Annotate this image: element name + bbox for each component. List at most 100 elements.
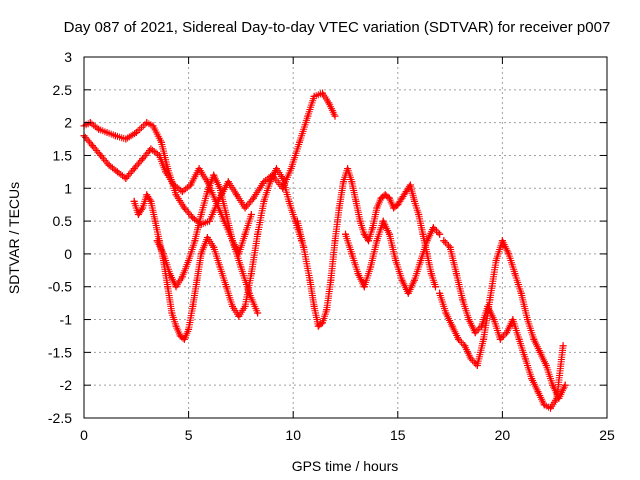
data-point [147, 197, 155, 205]
data-point [511, 270, 519, 278]
data-point [285, 197, 293, 205]
data-point [143, 191, 151, 199]
data-point [323, 306, 331, 314]
data-point [229, 302, 237, 310]
data-point [436, 289, 444, 297]
data-point [143, 119, 151, 127]
data-point [354, 270, 362, 278]
data-point [151, 217, 159, 225]
x-tick-label: 0 [80, 427, 88, 443]
data-point [159, 250, 167, 258]
data-point [360, 230, 368, 238]
data-point [189, 302, 197, 310]
data-point [164, 283, 172, 291]
data-point [528, 375, 536, 383]
data-point [505, 250, 513, 258]
data-point [166, 270, 174, 278]
series-track-4 [153, 171, 255, 291]
data-point [203, 188, 211, 196]
data-point [411, 276, 419, 284]
chart-title: Day 087 of 2021, Sidereal Day-to-day VTE… [64, 19, 611, 36]
plot-frame [83, 56, 608, 419]
data-point [534, 388, 542, 396]
data-point [348, 250, 356, 258]
series-track-8 [440, 237, 567, 412]
data-point [547, 404, 555, 412]
y-tick-label: -1.5 [48, 344, 72, 360]
data-point [130, 165, 138, 173]
data-point [197, 211, 205, 219]
data-point [352, 197, 360, 205]
data-point [193, 276, 201, 284]
data-point [515, 335, 523, 343]
y-tick-label: 2.5 [53, 82, 73, 98]
data-point [310, 92, 318, 100]
data-point [241, 204, 249, 212]
data-point [272, 165, 280, 173]
data-point [367, 263, 375, 271]
data-point [172, 283, 180, 291]
data-point [97, 151, 105, 159]
data-point [348, 178, 356, 186]
data-point [139, 155, 147, 163]
data-point [216, 184, 224, 192]
data-point [155, 151, 163, 159]
data-point [318, 319, 326, 327]
data-point [406, 181, 414, 189]
data-point [385, 194, 393, 202]
data-point [266, 178, 274, 186]
data-point [241, 302, 249, 310]
data-point [113, 168, 121, 176]
data-point [310, 302, 318, 310]
y-tick-label: -1 [60, 312, 73, 328]
data-point [105, 161, 113, 169]
series-track-7 [436, 237, 569, 402]
y-tick-label: 0 [64, 246, 72, 262]
series-track-6 [342, 217, 444, 297]
data-point [162, 168, 170, 176]
data-point [233, 191, 241, 199]
data-point [134, 211, 142, 219]
data-point [339, 178, 347, 186]
data-point [431, 283, 439, 291]
data-point [419, 230, 427, 238]
data-point [404, 289, 412, 297]
x-tick-label: 15 [390, 427, 406, 443]
data-point [260, 178, 268, 186]
data-point [356, 217, 364, 225]
data-point [222, 211, 230, 219]
data-point [417, 256, 425, 264]
data-point [210, 243, 218, 251]
data-point [197, 250, 205, 258]
data-point [423, 237, 431, 245]
data-point [360, 283, 368, 291]
data-point [454, 335, 462, 343]
data-point [398, 194, 406, 202]
data-point [452, 270, 460, 278]
data-point [139, 204, 147, 212]
data-point [392, 256, 400, 264]
data-point [172, 191, 180, 199]
data-point [95, 125, 103, 133]
data-point [287, 165, 295, 173]
data-point [254, 230, 262, 238]
data-point [235, 250, 243, 258]
y-tick-label: 3 [64, 49, 72, 65]
data-point [206, 217, 214, 225]
data-point [222, 283, 230, 291]
data-point [168, 309, 176, 317]
data-point [203, 234, 211, 241]
data-point [260, 197, 268, 205]
data-point [344, 165, 352, 173]
series-track-5 [293, 165, 439, 330]
data-point [517, 289, 525, 297]
data-point [540, 401, 548, 409]
data-point [157, 138, 165, 146]
data-point [185, 256, 193, 264]
data-point [398, 276, 406, 284]
data-point [459, 296, 467, 304]
data-point [373, 237, 381, 245]
axis-ticks [83, 56, 608, 419]
